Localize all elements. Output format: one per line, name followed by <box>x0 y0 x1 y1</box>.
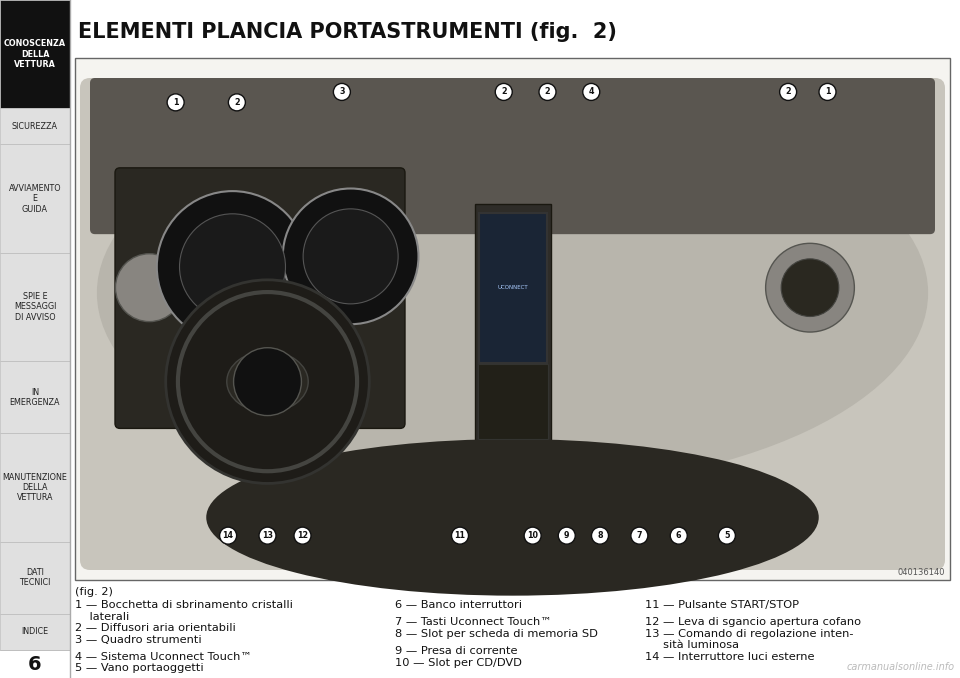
Text: 13: 13 <box>262 531 273 540</box>
Circle shape <box>524 527 541 544</box>
Text: 2: 2 <box>785 87 791 96</box>
Text: SICUREZZA: SICUREZZA <box>12 122 58 131</box>
Text: 4 — Sistema Uconnect Touch™: 4 — Sistema Uconnect Touch™ <box>75 652 252 662</box>
Circle shape <box>583 83 600 100</box>
Text: IN
EMERGENZA: IN EMERGENZA <box>10 388 60 407</box>
Circle shape <box>781 259 839 317</box>
Text: 9 — Presa di corrente: 9 — Presa di corrente <box>395 646 517 656</box>
Bar <box>0 433 70 542</box>
Circle shape <box>294 527 311 544</box>
Bar <box>0 614 70 650</box>
Circle shape <box>780 83 797 100</box>
Text: 2: 2 <box>234 98 240 107</box>
Text: CONOSCENZA
DELLA
VETTURA: CONOSCENZA DELLA VETTURA <box>4 39 66 69</box>
Bar <box>75 58 950 580</box>
Text: 5 — Vano portaoggetti: 5 — Vano portaoggetti <box>75 663 204 673</box>
Bar <box>0 0 70 108</box>
Text: 5: 5 <box>724 531 730 540</box>
Text: 10: 10 <box>527 531 539 540</box>
Circle shape <box>180 214 285 320</box>
Text: (fig. 2): (fig. 2) <box>75 587 113 597</box>
Text: 4: 4 <box>588 87 594 96</box>
Text: ELEMENTI PLANCIA PORTASTRUMENTI (fig.  2): ELEMENTI PLANCIA PORTASTRUMENTI (fig. 2) <box>78 22 617 42</box>
Circle shape <box>631 527 648 544</box>
Text: 2: 2 <box>501 87 507 96</box>
Bar <box>0 108 70 144</box>
Text: 1: 1 <box>173 98 179 107</box>
Circle shape <box>718 527 735 544</box>
Bar <box>0 361 70 433</box>
Text: 14: 14 <box>223 531 233 540</box>
Text: DATI
TECNICI: DATI TECNICI <box>19 568 51 587</box>
Circle shape <box>167 94 184 111</box>
Text: 3 — Quadro strumenti: 3 — Quadro strumenti <box>75 635 202 645</box>
Circle shape <box>495 83 513 100</box>
Text: 6 — Banco interruttori: 6 — Banco interruttori <box>395 600 522 610</box>
FancyBboxPatch shape <box>477 364 547 439</box>
Text: 12 — Leva di sgancio apertura cofano: 12 — Leva di sgancio apertura cofano <box>645 617 861 627</box>
Text: 14 — Interruttore luci esterne: 14 — Interruttore luci esterne <box>645 652 814 662</box>
Circle shape <box>819 83 836 100</box>
Text: 040136140: 040136140 <box>898 568 945 577</box>
Circle shape <box>166 280 370 483</box>
Circle shape <box>303 209 398 304</box>
Circle shape <box>233 348 301 416</box>
Text: 7 — Tasti Uconnect Touch™: 7 — Tasti Uconnect Touch™ <box>395 617 552 627</box>
Circle shape <box>559 527 575 544</box>
Text: 8: 8 <box>597 531 603 540</box>
Ellipse shape <box>97 97 928 489</box>
Text: 6: 6 <box>676 531 682 540</box>
Circle shape <box>283 188 419 324</box>
Bar <box>0 144 70 253</box>
Text: MANUTENZIONE
DELLA
VETTURA: MANUTENZIONE DELLA VETTURA <box>3 473 67 502</box>
Circle shape <box>259 527 276 544</box>
Circle shape <box>670 527 687 544</box>
Circle shape <box>333 83 350 100</box>
Circle shape <box>451 527 468 544</box>
Text: 11: 11 <box>454 531 466 540</box>
Bar <box>0 253 70 361</box>
FancyBboxPatch shape <box>90 78 935 234</box>
Text: 9: 9 <box>564 531 569 540</box>
Text: 10 — Slot per CD/DVD: 10 — Slot per CD/DVD <box>395 658 522 668</box>
Text: carmanualsonline.info: carmanualsonline.info <box>847 662 955 672</box>
Text: 6: 6 <box>28 654 42 673</box>
Circle shape <box>156 191 308 342</box>
Text: 11 — Pulsante START/STOP: 11 — Pulsante START/STOP <box>645 600 799 610</box>
Circle shape <box>766 243 854 332</box>
Text: AVVIAMENTO
E
GUIDA: AVVIAMENTO E GUIDA <box>9 184 61 214</box>
FancyBboxPatch shape <box>478 213 546 363</box>
Text: 2: 2 <box>544 87 550 96</box>
Text: UCONNECT: UCONNECT <box>497 285 528 290</box>
FancyBboxPatch shape <box>115 168 405 428</box>
Text: INDICE: INDICE <box>21 627 49 637</box>
Text: SPIE E
MESSAGGI
DI AVVISO: SPIE E MESSAGGI DI AVVISO <box>13 292 57 322</box>
Circle shape <box>228 94 246 111</box>
FancyBboxPatch shape <box>474 204 550 544</box>
Text: sità luminosa: sità luminosa <box>645 640 739 650</box>
Bar <box>0 542 70 614</box>
Text: 8 — Slot per scheda di memoria SD: 8 — Slot per scheda di memoria SD <box>395 629 598 639</box>
Text: 1 — Bocchetta di sbrinamento cristalli: 1 — Bocchetta di sbrinamento cristalli <box>75 600 293 610</box>
Circle shape <box>220 527 236 544</box>
Text: 13 — Comando di regolazione inten-: 13 — Comando di regolazione inten- <box>645 629 853 639</box>
Text: 3: 3 <box>339 87 345 96</box>
Ellipse shape <box>227 351 308 412</box>
FancyBboxPatch shape <box>80 78 945 570</box>
Circle shape <box>591 527 609 544</box>
Text: 7: 7 <box>636 531 642 540</box>
Text: 12: 12 <box>297 531 308 540</box>
Circle shape <box>539 83 556 100</box>
Text: 1: 1 <box>825 87 830 96</box>
Circle shape <box>115 254 183 321</box>
Text: 2 — Diffusori aria orientabili: 2 — Diffusori aria orientabili <box>75 623 236 633</box>
Text: laterali: laterali <box>75 612 130 622</box>
Ellipse shape <box>206 439 819 596</box>
